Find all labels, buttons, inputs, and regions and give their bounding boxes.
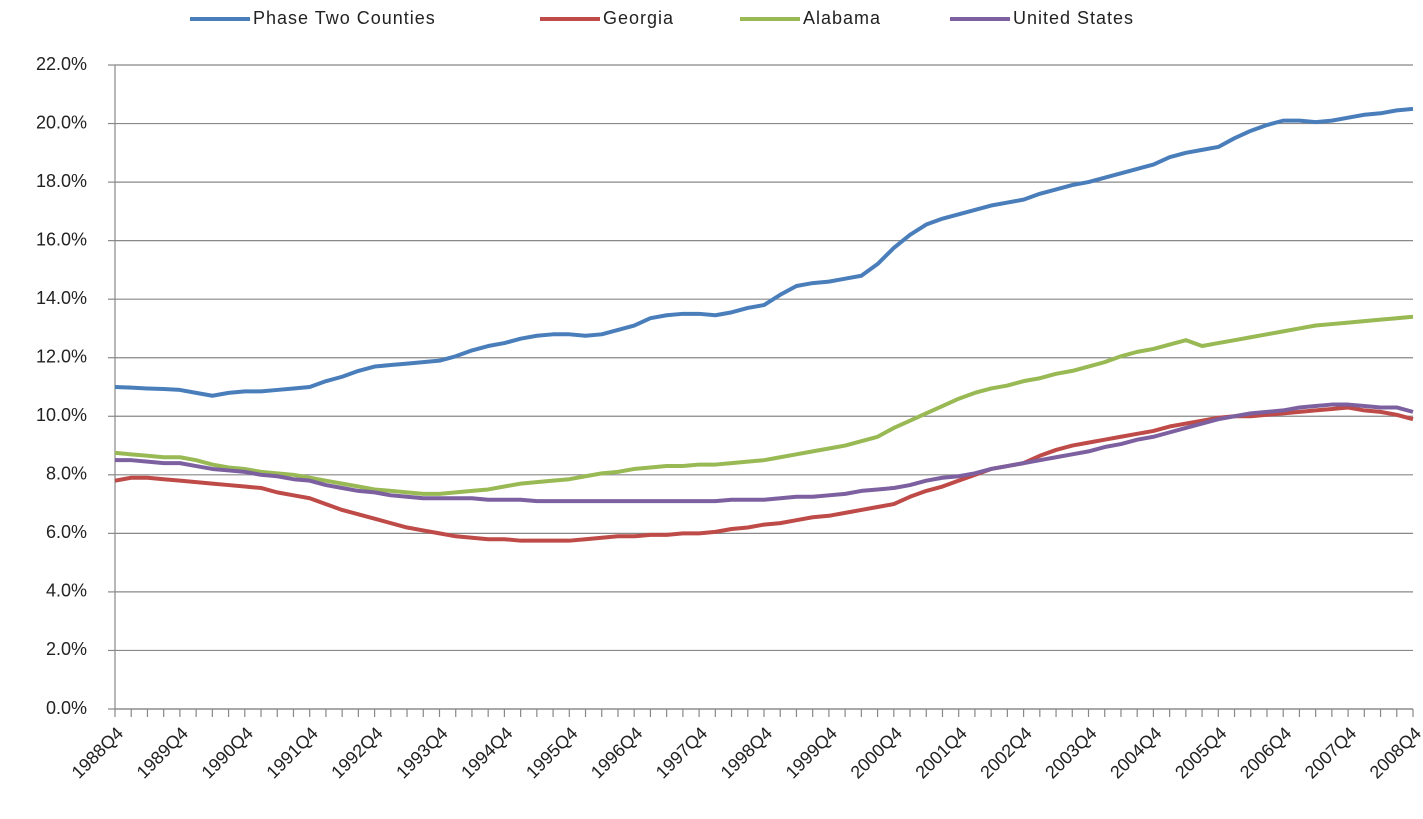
legend-label: United States (1013, 8, 1134, 28)
y-tick-label: 12.0% (36, 346, 87, 366)
y-tick-label: 22.0% (36, 54, 87, 74)
y-tick-label: 14.0% (36, 288, 87, 308)
x-tick-label: 2007Q4 (1301, 723, 1360, 782)
x-tick-label: 2003Q4 (1041, 723, 1100, 782)
series-line (114, 314, 1414, 496)
x-tick-label: 1998Q4 (717, 723, 776, 782)
y-tick-label: 20.0% (36, 112, 87, 132)
x-tick-label: 1996Q4 (587, 723, 646, 782)
y-tick-label: 0.0% (46, 698, 87, 718)
y-tick-label: 10.0% (36, 405, 87, 425)
y-tick-label: 4.0% (46, 581, 87, 601)
x-tick-label: 2002Q4 (976, 723, 1035, 782)
series-line (115, 402, 1414, 504)
x-tick-label: 1992Q4 (327, 723, 386, 782)
x-tick-label: 2005Q4 (1171, 723, 1230, 782)
x-tick-label: 1991Q4 (262, 723, 321, 782)
series-line (114, 405, 1414, 543)
x-tick-label: 1990Q4 (198, 723, 257, 782)
legend-label: Phase Two Counties (253, 8, 436, 28)
y-tick-label: 6.0% (46, 522, 87, 542)
y-tick-label: 8.0% (46, 464, 87, 484)
legend-label: Georgia (603, 8, 674, 28)
x-tick-label: 1999Q4 (782, 723, 841, 782)
y-tick-label: 16.0% (36, 229, 87, 249)
x-tick-label: 2000Q4 (847, 723, 906, 782)
x-tick-label: 2001Q4 (911, 723, 970, 782)
x-tick-label: 1988Q4 (68, 723, 127, 782)
x-tick-label: 1997Q4 (652, 723, 711, 782)
y-tick-label: 2.0% (46, 639, 87, 659)
y-tick-label: 18.0% (36, 171, 87, 191)
x-tick-label: 1995Q4 (522, 723, 581, 782)
legend-label: Alabama (803, 8, 881, 28)
x-tick-label: 1989Q4 (133, 723, 192, 782)
series-line (114, 106, 1414, 398)
x-tick-label: 1994Q4 (457, 723, 516, 782)
x-tick-label: 2006Q4 (1236, 723, 1295, 782)
x-tick-label: 1993Q4 (392, 723, 451, 782)
x-tick-label: 2008Q4 (1366, 723, 1423, 782)
x-tick-label: 2004Q4 (1106, 723, 1165, 782)
